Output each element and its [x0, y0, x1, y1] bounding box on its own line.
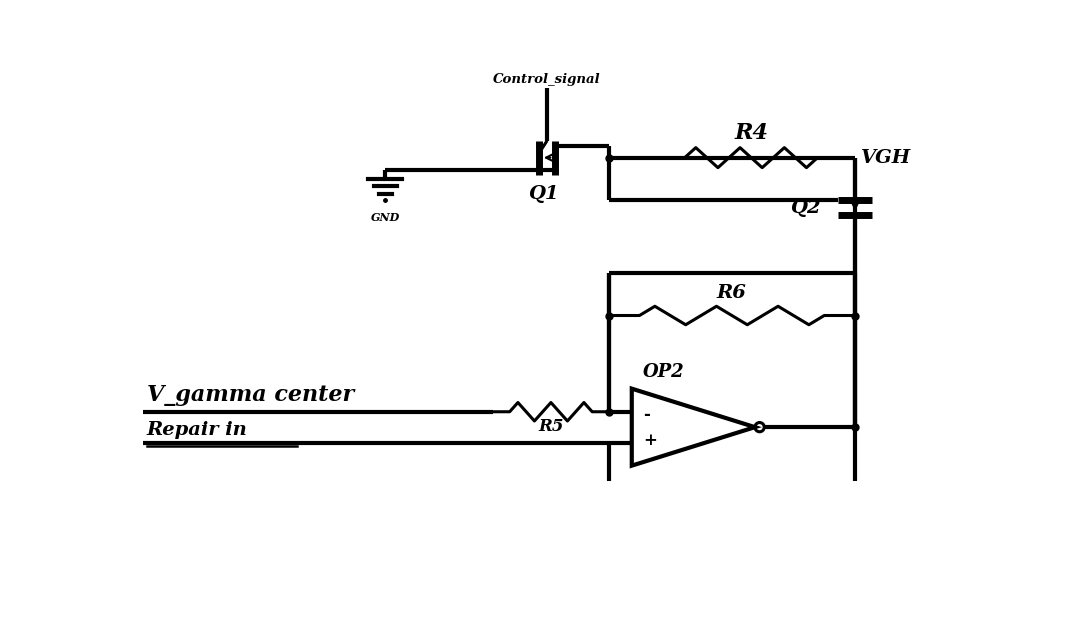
- Text: OP2: OP2: [643, 363, 685, 381]
- Text: Repair in: Repair in: [147, 420, 247, 438]
- Text: Q1: Q1: [528, 184, 558, 203]
- Text: R6: R6: [717, 284, 747, 301]
- Text: VGH: VGH: [861, 148, 911, 166]
- Text: +: +: [643, 432, 657, 449]
- Text: Control_signal: Control_signal: [494, 73, 601, 86]
- Text: R5: R5: [538, 418, 564, 435]
- Text: -: -: [643, 406, 651, 422]
- Text: Q2: Q2: [789, 198, 821, 217]
- Text: V_gamma center: V_gamma center: [147, 385, 354, 406]
- Text: R4: R4: [735, 122, 768, 144]
- Text: GND: GND: [371, 212, 400, 223]
